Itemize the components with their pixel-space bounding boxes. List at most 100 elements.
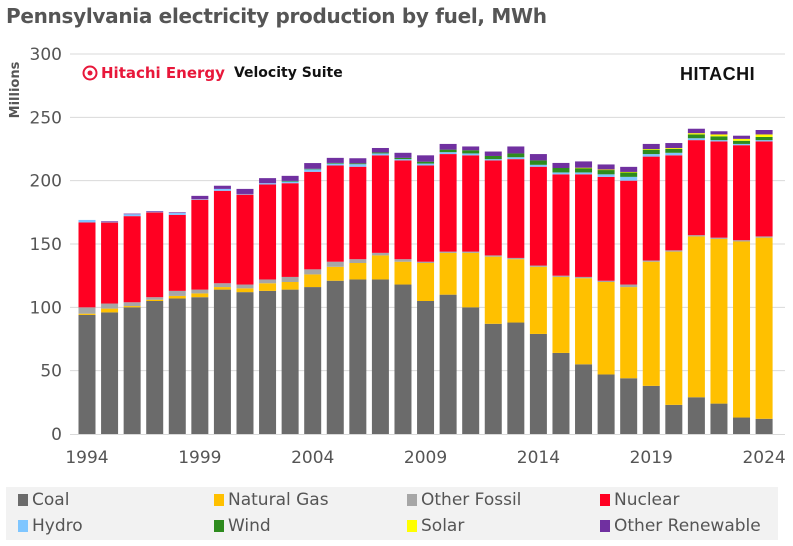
legend-swatch [600,494,610,506]
legend-label: Other Renewable [614,516,761,536]
bar-segment-natural-gas [304,274,322,288]
bar-segment-wind [417,161,435,164]
legend-label: Hydro [32,516,83,536]
bar-segment-other-fossil [597,280,615,282]
y-tick-label: 300 [30,45,62,65]
bar-segment-wind [394,157,412,160]
legend-item: Other Fossil [407,490,521,510]
bar-segment-wind [597,169,615,175]
bar-segment-nuclear [281,183,299,277]
bar-segment-nuclear [417,165,435,262]
bar-segment-nuclear [349,166,367,260]
bar-segment-coal [394,284,412,434]
bar-segment-nuclear [755,141,773,237]
hitachi-logo: HITACHI [680,64,756,84]
bar-segment-hydro [281,181,299,184]
bar-segment-natural-gas [484,256,502,324]
bar-segment-other-renewable [281,175,299,181]
bar-segment-other-fossil [417,261,435,263]
bar-segment-other-fossil [484,255,502,257]
bar-segment-other-fossil [575,276,593,279]
bar-segment-coal [168,298,186,434]
bar-segment-other-fossil [349,259,367,263]
bar-segment-other-fossil [710,237,728,239]
bar-segment-nuclear [326,165,344,262]
bar-segment-wind [304,168,322,170]
bar-segment-hydro [552,172,570,175]
x-tick-label: 2024 [742,448,785,468]
legend-item: Natural Gas [214,490,329,510]
bar-segment-natural-gas [597,282,615,375]
bar-segment-other-renewable [665,143,683,149]
bar-segment-nuclear [620,180,638,285]
legend-item: Coal [18,490,69,510]
bar-segment-other-renewable [439,143,457,150]
hitachi-energy-emblem-icon [82,65,98,81]
bar-segment-natural-gas [146,299,164,301]
bar-segment-other-fossil [146,297,164,300]
bar-segment-other-fossil [665,250,683,252]
bar-segment-nuclear [101,222,119,304]
bar-segment-other-fossil [259,279,277,284]
bar-segment-other-renewable [710,131,728,135]
bar-segment-other-renewable [755,130,773,135]
bar-segment-natural-gas [349,263,367,280]
bar-segment-coal [755,418,773,434]
bar-segment-wind [349,163,367,165]
bar-segment-hydro [326,163,344,166]
bar-segment-nuclear [191,199,209,290]
bar-segment-coal [259,290,277,434]
legend-swatch [600,520,610,532]
legend-label: Nuclear [614,490,680,510]
bar-segment-solar [597,169,615,171]
bar-segment-other-fossil [733,240,751,242]
legend-item: Solar [407,516,464,536]
bar-segment-coal [552,352,570,434]
bar-segment-solar [710,134,728,137]
bar-segment-natural-gas [507,259,525,323]
bar-segment-coal [484,323,502,434]
bar-segment-wind [462,150,480,154]
bar-segment-nuclear [575,174,593,277]
bar-segment-natural-gas [642,261,660,386]
bar-segment-other-renewable [462,146,480,151]
bar-segment-natural-gas [439,252,457,295]
bar-segment-coal [101,312,119,434]
bar-segment-other-fossil [394,259,412,262]
bar-segment-coal [191,297,209,434]
bar-segment-coal [123,307,141,434]
bar-segment-wind [687,134,705,139]
bar-segment-other-fossil [123,302,141,307]
bar-segment-hydro [146,211,164,213]
x-tick-label: 2014 [517,448,560,468]
bar-segment-coal [326,280,344,434]
bar-segment-coal [687,397,705,434]
bar-segment-wind [642,149,660,155]
legend-label: Solar [421,516,465,536]
bar-segment-nuclear [259,184,277,280]
bar-segment-other-renewable [620,166,638,172]
hitachi-energy-logo: Hitachi Energy Velocity Suite [82,64,343,82]
y-tick-label: 250 [30,108,62,128]
legend-item: Nuclear [600,490,679,510]
bar-segment-other-renewable [304,163,322,169]
bar-segment-natural-gas [236,288,254,293]
bar-segment-other-fossil [101,303,119,309]
bar-segment-other-renewable [326,157,344,163]
legend-item: Hydro [18,516,83,536]
bar-segment-natural-gas [687,236,705,398]
bar-segment-other-renewable [552,162,570,168]
bar-segment-natural-gas [78,313,96,315]
bar-segment-coal [597,374,615,434]
bar-segment-other-renewable [259,178,277,184]
legend-label: Natural Gas [228,490,329,510]
bar-segment-natural-gas [168,295,186,299]
bar-segment-nuclear [168,214,186,291]
x-tick-label: 2019 [630,448,673,468]
bar-segment-nuclear [462,155,480,252]
bar-segment-nuclear [236,194,254,285]
x-tick-label: 1994 [65,448,108,468]
bar-segment-wind [710,136,728,141]
legend-swatch [407,520,417,532]
plot-area: 0 50 100 150 200 250 300 Millions 1994 1999 2004 20… [8,45,786,468]
